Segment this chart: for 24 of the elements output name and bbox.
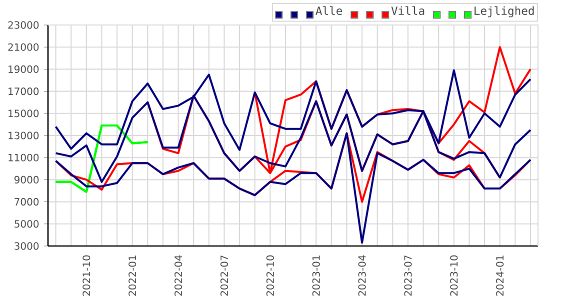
- x-tick-label: 2023-07: [404, 256, 412, 296]
- legend-label: Alle: [316, 6, 342, 16]
- x-tick-label: 2022-01: [128, 256, 136, 296]
- legend-label: Villa: [391, 6, 424, 16]
- x-tick-label: 2022-04: [174, 255, 182, 296]
- legend-label: Lejlighed: [474, 6, 534, 18]
- x-tick-label: 2022-10: [266, 255, 274, 296]
- y-tick-label: 21000: [8, 43, 39, 51]
- y-tick-label: 15000: [8, 110, 39, 118]
- y-tick-label: 17000: [8, 88, 39, 96]
- x-tick-label: 2021-10: [82, 255, 90, 296]
- y-tick-label: 3000: [14, 242, 39, 250]
- x-tick-label: 2023-10: [450, 255, 458, 296]
- y-tick-label: 23000: [8, 21, 39, 29]
- y-tick-label: 5000: [14, 220, 39, 228]
- y-tick-label: 9000: [14, 176, 39, 184]
- x-tick-label: 2022-07: [220, 256, 228, 296]
- x-tick-label: 2023-01: [312, 256, 320, 296]
- x-tick-label: 2024-01: [496, 256, 504, 296]
- y-tick-label: 19000: [8, 65, 39, 73]
- y-tick-label: 11000: [8, 154, 39, 162]
- y-tick-label: 13000: [8, 132, 39, 140]
- y-tick-label: 7000: [14, 198, 39, 206]
- x-tick-label: 2023-04: [358, 255, 366, 296]
